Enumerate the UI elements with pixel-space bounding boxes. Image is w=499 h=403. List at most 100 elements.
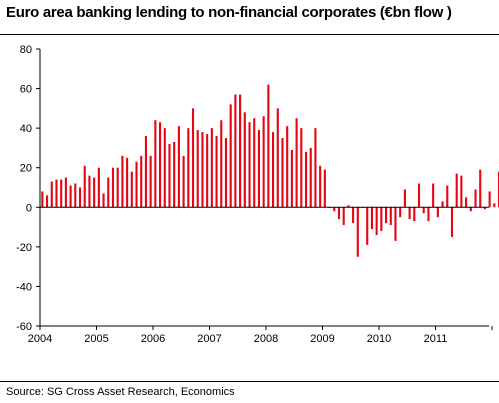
bar — [281, 138, 284, 208]
bar — [97, 167, 100, 208]
footer-divider — [0, 381, 499, 382]
y-axis-ticks: 80 60 40 20 0 -20 -40 -60 — [16, 44, 40, 333]
bar — [488, 191, 491, 208]
bar — [295, 118, 298, 208]
bar — [168, 143, 171, 208]
x-tick-label: 2009 — [310, 333, 334, 345]
bar — [121, 155, 124, 208]
bar — [149, 155, 152, 208]
bar — [107, 177, 110, 208]
bar — [55, 179, 58, 208]
bar — [337, 207, 341, 220]
bar — [173, 141, 176, 208]
bar — [83, 165, 86, 208]
bar — [389, 207, 392, 226]
y-tick-label: -20 — [16, 242, 32, 254]
bar — [394, 207, 397, 241]
bar — [224, 138, 228, 208]
bar — [206, 134, 209, 208]
bar — [366, 207, 369, 245]
bar — [290, 149, 293, 208]
bar — [144, 136, 147, 208]
bar — [130, 171, 133, 208]
bar — [187, 128, 190, 208]
bar — [46, 195, 49, 208]
bar — [276, 108, 279, 208]
bar — [408, 207, 411, 220]
x-tick-label: 2011 — [424, 333, 448, 345]
y-tick-label: -60 — [16, 321, 32, 333]
chart-axes — [39, 49, 489, 327]
bar — [267, 84, 270, 208]
bar — [135, 161, 138, 208]
x-tick-label: 2005 — [84, 333, 108, 345]
bar — [210, 128, 213, 208]
bar — [380, 207, 383, 232]
bar — [356, 207, 359, 257]
bar — [262, 116, 265, 208]
bar — [93, 177, 96, 208]
bar — [474, 189, 477, 208]
bar — [385, 207, 388, 224]
bar — [272, 132, 275, 208]
bar — [243, 112, 246, 208]
x-tick-label: 2006 — [141, 333, 165, 345]
bar — [196, 130, 199, 208]
bar — [140, 155, 143, 208]
bar — [479, 169, 482, 208]
bar — [126, 157, 129, 208]
bar-series — [41, 84, 499, 257]
bar — [347, 205, 350, 208]
bar — [441, 201, 444, 208]
bar — [111, 167, 115, 208]
bar — [64, 177, 67, 208]
bar — [319, 165, 322, 208]
bar — [182, 155, 185, 208]
y-tick-label: 80 — [20, 44, 32, 56]
bar — [417, 183, 421, 208]
bar — [493, 203, 496, 208]
bar — [177, 126, 180, 208]
y-tick-label: 60 — [20, 84, 32, 96]
bar — [69, 185, 72, 208]
bar — [436, 207, 439, 218]
x-tick-label: 2008 — [254, 333, 278, 345]
bar — [469, 207, 472, 212]
bar — [248, 122, 251, 208]
bar — [465, 197, 468, 208]
bar — [78, 187, 82, 208]
bar — [370, 207, 373, 230]
bar — [422, 207, 425, 214]
title-divider — [0, 34, 499, 35]
bar — [41, 191, 44, 208]
bar — [352, 207, 355, 224]
bar — [342, 207, 345, 226]
bar — [229, 104, 232, 208]
source-note: Source: SG Cross Asset Research, Economi… — [6, 386, 235, 398]
bar — [102, 193, 105, 208]
bar — [309, 147, 312, 208]
bar — [159, 122, 162, 208]
bar — [116, 167, 119, 208]
bar — [333, 207, 336, 212]
bar — [154, 120, 157, 208]
bar — [323, 169, 326, 208]
bar — [201, 132, 204, 208]
bar — [375, 207, 378, 235]
y-tick-label: 20 — [20, 163, 32, 175]
bar — [399, 207, 402, 218]
bar — [257, 130, 260, 208]
bar — [300, 128, 303, 208]
bar — [234, 94, 237, 208]
bar — [446, 185, 449, 208]
bar — [455, 173, 458, 208]
bar — [74, 183, 77, 208]
y-tick-label: -40 — [16, 281, 32, 293]
x-tick-label: 2004 — [28, 333, 52, 345]
bar — [314, 128, 317, 208]
bar — [450, 207, 454, 237]
bar — [427, 207, 430, 222]
bar — [239, 94, 242, 208]
x-axis-ticks: 2004 2005 2006 2007 2008 2009 2010 2011 — [28, 326, 493, 345]
bar — [220, 120, 223, 208]
